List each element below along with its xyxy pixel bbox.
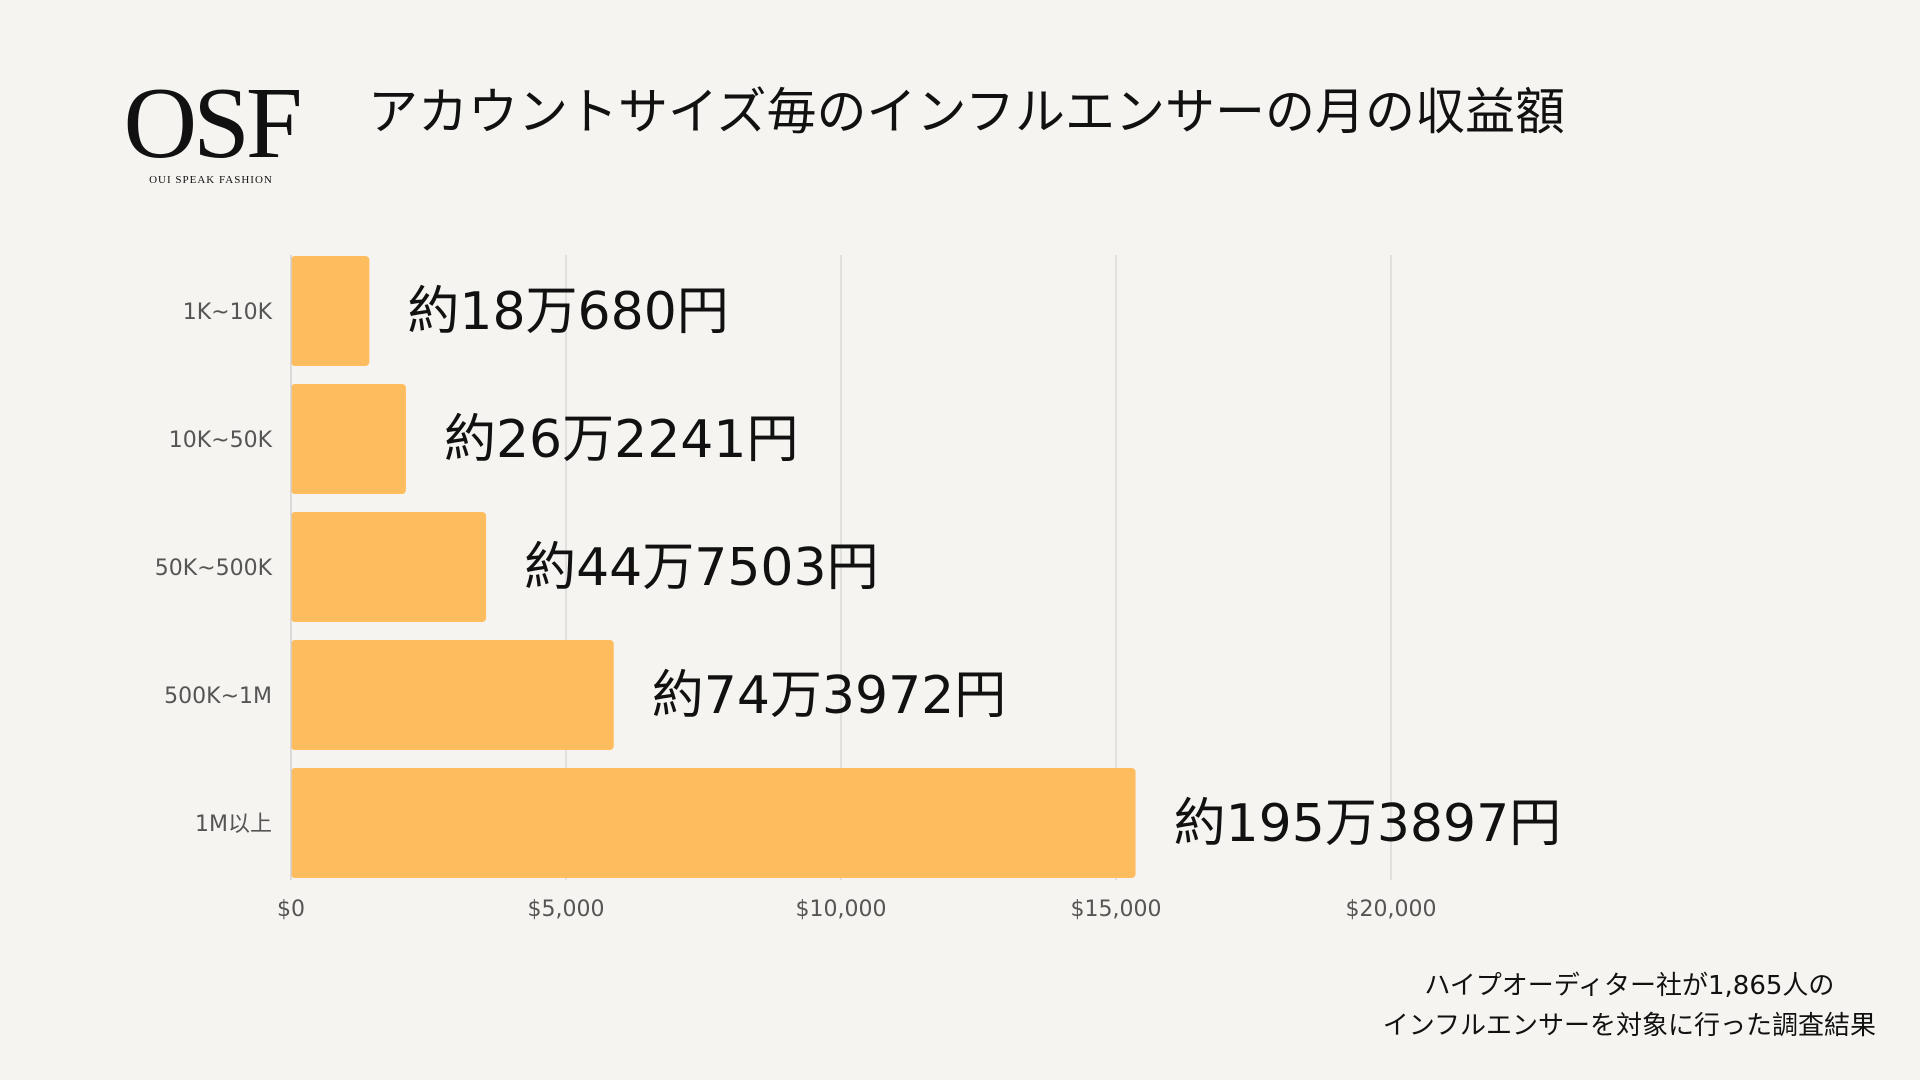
category-label: 500K~1M (164, 684, 272, 709)
x-tick-label: $0 (277, 897, 305, 922)
bar (291, 640, 614, 750)
x-tick-label: $10,000 (796, 897, 887, 922)
source-note-line-1: ハイプオーディター社が1,865人の (1424, 971, 1835, 1001)
data-label: 約195万3897円 (1174, 794, 1562, 854)
x-tick-label: $5,000 (528, 897, 605, 922)
chart-title: アカウントサイズ毎のインフルエンサーの月の収益額 (368, 83, 1565, 141)
category-label: 1M以上 (195, 812, 272, 837)
bar (291, 384, 406, 494)
category-label: 10K~50K (169, 428, 273, 453)
source-note-line-2: インフルエンサーを対象に行った調査結果 (1382, 1011, 1876, 1041)
category-label: 1K~10K (183, 300, 273, 325)
bar (291, 256, 370, 366)
data-label: 約44万7503円 (524, 538, 879, 598)
logo-tagline: OUI SPEAK FASHION (149, 174, 273, 186)
bar (291, 768, 1136, 878)
x-tick-label: $15,000 (1071, 897, 1162, 922)
bar (291, 512, 487, 622)
data-label: 約74万3972円 (652, 666, 1007, 726)
logo-mark: OSF (123, 67, 302, 180)
data-label: 約26万2241円 (444, 410, 799, 470)
x-tick-label: $20,000 (1346, 897, 1437, 922)
logo: OSF OUI SPEAK FASHION (118, 67, 304, 187)
category-label: 50K~500K (155, 556, 273, 581)
data-label: 約18万680円 (407, 282, 728, 342)
source-note: ハイプオーディター社が1,865人の インフルエンサーを対象に行った調査結果 (1383, 966, 1876, 1046)
